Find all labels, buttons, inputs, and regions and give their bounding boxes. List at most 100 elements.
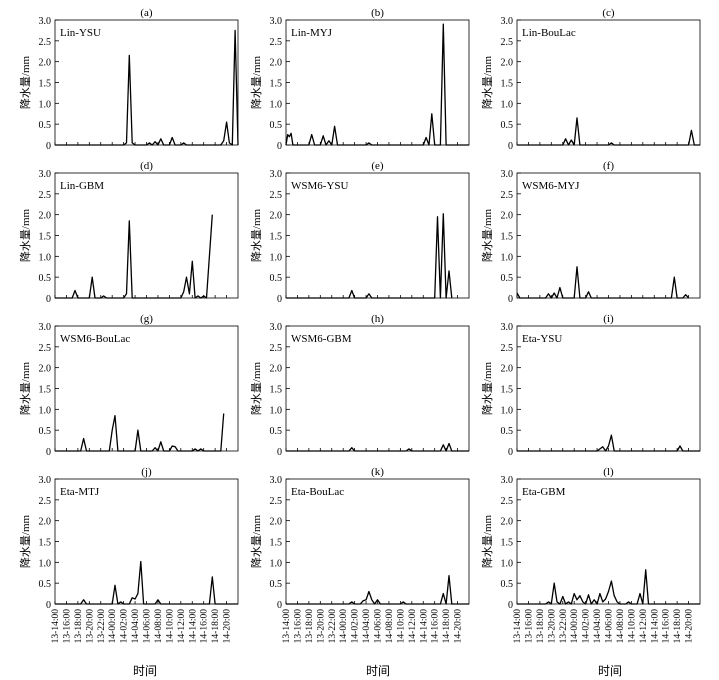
- y-axis-title: 降水量/mm: [18, 514, 32, 568]
- precip-series-line: [286, 575, 469, 605]
- precip-series-line: [517, 117, 700, 146]
- y-tick-label: 1.5: [501, 538, 514, 549]
- y-tick-label: 1.0: [270, 252, 283, 263]
- panel-title: WSM6-YSU: [291, 180, 349, 192]
- precip-series-line: [517, 434, 700, 452]
- y-tick-label: 0.5: [270, 579, 283, 590]
- x-tick-label: 14-10:00: [396, 609, 406, 644]
- panel-tag: (h): [371, 313, 384, 325]
- y-tick-label: 0: [46, 600, 51, 611]
- chart-panel: 0 0.5 1.0 1.5 2.0 2.5 3.0 (c) Lin-BouLac 降水量/mm: [480, 7, 701, 152]
- precip-series-line: [286, 442, 469, 452]
- x-tick-label: 13-16:00: [524, 609, 534, 644]
- x-tick-label: 14-18:00: [442, 609, 452, 644]
- y-tick-label: 1.0: [39, 558, 52, 569]
- chart-panel: 0 0.5 1.0 1.5 2.0 2.5 3.0 (i) Eta-YSU 降水量/mm: [480, 313, 701, 458]
- x-tick-label: 13-20:00: [85, 609, 95, 644]
- y-tick-label: 3.0: [270, 16, 283, 27]
- y-tick-label: 2.5: [39, 37, 52, 48]
- y-axis-title: 降水量/mm: [480, 361, 494, 415]
- y-tick-label: 3.0: [270, 475, 283, 486]
- x-tick-label: 14-00:00: [570, 609, 580, 644]
- y-tick-label: 3.0: [501, 475, 514, 486]
- chart-panel: 0 0.5 1.0 1.5 2.0 2.5 3.0 (e) WSM6-YSU 降水量/mm: [249, 160, 470, 305]
- x-tick-label: 13-14:00: [282, 609, 292, 644]
- panel-title: Eta-BouLac: [291, 486, 344, 498]
- y-tick-label: 0.5: [39, 273, 52, 284]
- y-tick-label: 1.5: [39, 385, 52, 396]
- panel-tag: (f): [603, 160, 614, 172]
- y-axis-title: 降水量/mm: [249, 55, 263, 109]
- y-tick-label: 0: [277, 141, 282, 152]
- y-tick-label: 0: [46, 447, 51, 458]
- precip-series-line: [517, 569, 700, 605]
- y-tick-label: 0.5: [270, 273, 283, 284]
- y-tick-label: 2.5: [39, 343, 52, 354]
- x-tick-label: 14-10:00: [165, 609, 175, 644]
- x-tick-label: 14-08:00: [616, 609, 626, 644]
- y-tick-label: 2.5: [501, 190, 514, 201]
- y-tick-label: 2.0: [501, 517, 514, 528]
- x-tick-label: 14-06:00: [143, 609, 153, 644]
- x-tick-label: 14-08:00: [154, 609, 164, 644]
- panel-title: WSM6-GBM: [291, 333, 352, 345]
- precip-series-line: [55, 560, 238, 605]
- y-tick-label: 3.0: [501, 322, 514, 333]
- y-tick-label: 1.0: [39, 99, 52, 110]
- x-tick-label: 14-04:00: [362, 609, 372, 644]
- y-axis-title: 降水量/mm: [18, 208, 32, 262]
- y-tick-label: 1.0: [39, 252, 52, 263]
- x-tick-label: 14-02:00: [582, 609, 592, 644]
- y-tick-label: 0.5: [501, 273, 514, 284]
- precip-series-line: [285, 23, 469, 146]
- precip-series-line: [55, 413, 225, 452]
- x-tick-label: 13-18:00: [305, 609, 315, 644]
- y-tick-label: 0.5: [39, 579, 52, 590]
- chart-panel: 0 0.5 1.0 1.5 2.0 2.5 3.0 (g) WSM6-BouLac 降水量/mm: [18, 313, 239, 458]
- y-tick-label: 2.5: [39, 496, 52, 507]
- precip-series-line: [516, 266, 690, 299]
- panel-title: Lin-YSU: [60, 27, 101, 39]
- y-tick-label: 2.0: [39, 58, 52, 69]
- panel-title: Lin-BouLac: [522, 27, 576, 39]
- x-tick-label: 14-10:00: [627, 609, 637, 644]
- y-tick-label: 2.5: [270, 343, 283, 354]
- y-tick-label: 1.5: [501, 79, 514, 90]
- panel-title: WSM6-BouLac: [60, 333, 130, 345]
- y-tick-label: 0: [508, 447, 513, 458]
- y-tick-label: 1.0: [501, 252, 514, 263]
- y-tick-label: 2.0: [501, 364, 514, 375]
- y-tick-label: 1.5: [39, 232, 52, 243]
- x-tick-label: 14-02:00: [120, 609, 130, 644]
- panel-tag: (l): [603, 466, 614, 478]
- panel-tag: (e): [371, 160, 384, 172]
- chart-panel: 0 0.5 1.0 1.5 2.0 2.5 3.0 (b) Lin-MYJ 降水量/mm: [249, 7, 470, 152]
- x-tick-label: 14-14:00: [188, 609, 198, 644]
- y-tick-label: 2.5: [501, 496, 514, 507]
- panel-title: Eta-MTJ: [60, 486, 100, 498]
- y-tick-label: 2.5: [270, 496, 283, 507]
- chart-panel: 0 0.5 1.0 1.5 2.0 2.5 3.0 (h) WSM6-GBM 降水量/mm: [249, 313, 470, 458]
- x-tick-label: 14-00:00: [108, 609, 118, 644]
- y-tick-label: 3.0: [270, 169, 283, 180]
- x-tick-label: 13-18:00: [74, 609, 84, 644]
- y-tick-label: 1.5: [501, 232, 514, 243]
- x-tick-label: 14-08:00: [385, 609, 395, 644]
- chart-panel: 0 0.5 1.0 1.5 2.0 2.5 3.0 (f) WSM6-MYJ 降水量/mm: [480, 160, 701, 305]
- x-axis-title-col3: 时间: [598, 664, 622, 678]
- y-axis-title: 降水量/mm: [18, 361, 32, 415]
- y-tick-label: 0.5: [270, 426, 283, 437]
- panels-group: 0 0.5 1.0 1.5 2.0 2.5 3.0 (a) Lin-YSU 降水量/mm 0 0.5 1…: [18, 7, 701, 644]
- chart-panel: 0 0.5 1.0 1.5 2.0 2.5 3.0 (d) Lin-GBM 降水量/mm: [18, 160, 239, 305]
- y-tick-label: 3.0: [39, 16, 52, 27]
- chart-panel: 0 0.5 1.0 1.5 2.0 2.5 3.0 (a) Lin-YSU 降水量/mm: [18, 7, 239, 152]
- y-tick-label: 1.5: [270, 232, 283, 243]
- y-tick-label: 2.0: [270, 211, 283, 222]
- y-axis-title: 降水量/mm: [249, 208, 263, 262]
- y-tick-label: 1.0: [501, 405, 514, 416]
- panel-tag: (b): [371, 7, 384, 19]
- x-axis-title-col1: 时间: [133, 664, 157, 678]
- x-tick-label: 14-12:00: [408, 609, 418, 644]
- y-tick-label: 3.0: [39, 475, 52, 486]
